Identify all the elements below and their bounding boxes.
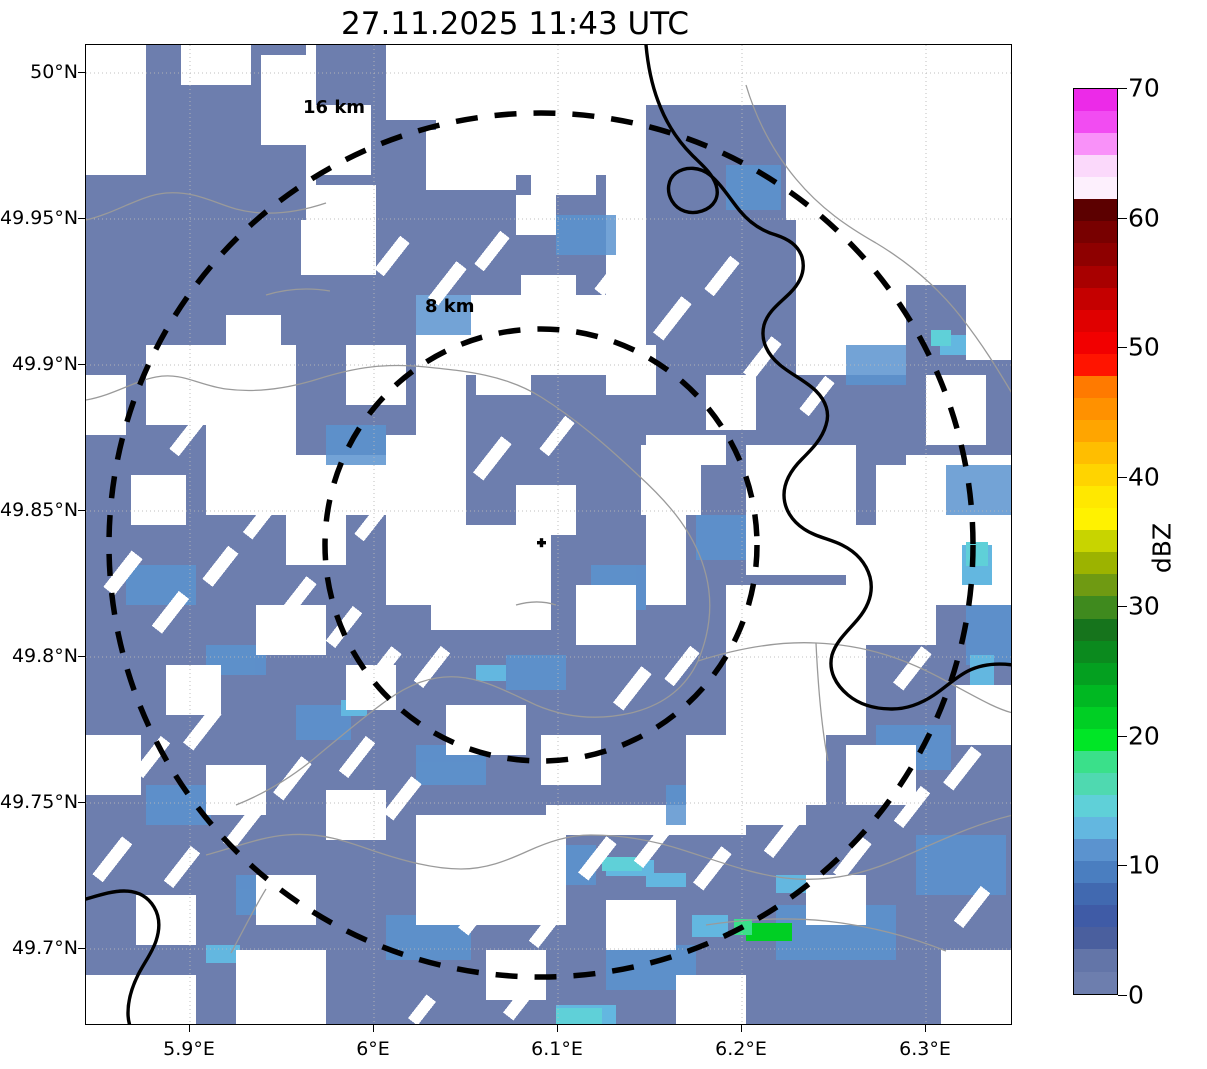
colorbar-band-9 [1074,287,1117,310]
colorbar-band-33 [1074,817,1117,840]
range-ring-label-8km: 8 km [425,296,475,317]
y-tickmark [78,948,85,950]
x-tick-59E: 5.9°E [163,1038,215,1060]
colorbar-tick-0: 0 [1128,980,1144,1010]
colorbar-band-36 [1074,883,1117,906]
colorbar-band-13 [1074,375,1117,398]
colorbar-band-32 [1074,795,1117,818]
x-tickmark [373,1025,375,1032]
colorbar-band-8 [1074,265,1117,288]
colorbar-band-30 [1074,750,1117,773]
colorbar-tick-20: 20 [1128,721,1160,751]
radar-map-axes[interactable] [85,44,1012,1025]
colorbar-tick-30: 30 [1128,591,1160,621]
colorbar-tickmark [1118,347,1127,349]
page-title: 27.11.2025 11:43 UTC [341,6,689,42]
x-tick-61E: 6.1°E [531,1038,583,1060]
colorbar-band-28 [1074,706,1117,729]
colorbar-tick-60: 60 [1128,203,1160,233]
river-overlay [86,84,1011,954]
x-tickmark [557,1025,559,1032]
colorbar-band-26 [1074,662,1117,685]
x-tickmark [925,1025,927,1032]
y-tickmark [78,218,85,220]
y-tickmark [78,656,85,658]
y-tick-4995N: 49.95°N [0,207,79,229]
colorbar-band-31 [1074,772,1117,795]
radar-site-marker [537,538,546,548]
range-rings [106,110,976,980]
country-border-overlay [86,45,1011,1024]
colorbar-band-7 [1074,243,1117,266]
colorbar-band-34 [1074,839,1117,862]
colorbar-band-0 [1074,89,1117,112]
colorbar-band-38 [1074,927,1117,950]
range-ring-label-16km: 16 km [303,97,366,118]
colorbar-band-1 [1074,111,1117,134]
reflectivity-cells [86,45,1011,1024]
range-ring-8km [322,326,760,764]
colorbar-band-29 [1074,728,1117,751]
colorbar-tickmark [1118,218,1127,220]
colorbar-band-35 [1074,861,1117,884]
colorbar-tickmark [1118,736,1127,738]
colorbar-band-16 [1074,442,1117,465]
y-tick-499N: 49.9°N [11,353,78,375]
y-tickmark [78,510,85,512]
colorbar-band-10 [1074,309,1117,332]
colorbar[interactable] [1073,88,1118,995]
y-tick-50N: 50°N [30,61,78,83]
y-tick-4975N: 49.75°N [0,791,79,813]
x-tick-62E: 6.2°E [715,1038,767,1060]
y-tick-4985N: 49.85°N [0,499,79,521]
x-tickmark [741,1025,743,1032]
colorbar-tickmark [1118,995,1127,997]
colorbar-band-23 [1074,596,1117,619]
radar-map-canvas [86,45,1011,1024]
colorbar-tick-40: 40 [1128,462,1160,492]
colorbar-band-24 [1074,618,1117,641]
colorbar-band-20 [1074,530,1117,553]
graticule-gridlines [86,45,1011,1024]
y-tick-498N: 49.8°N [11,645,78,667]
x-tick-6E: 6°E [356,1038,390,1060]
colorbar-band-17 [1074,464,1117,487]
colorbar-band-18 [1074,486,1117,509]
y-tickmark [78,364,85,366]
colorbar-band-22 [1074,574,1117,597]
colorbar-band-5 [1074,199,1117,222]
colorbar-axis-label: dBZ [1147,522,1177,574]
colorbar-band-11 [1074,331,1117,354]
colorbar-band-4 [1074,177,1117,200]
colorbar-tickmark [1118,606,1127,608]
colorbar-band-6 [1074,221,1117,244]
colorbar-band-14 [1074,397,1117,420]
colorbar-band-12 [1074,353,1117,376]
colorbar-band-2 [1074,133,1117,156]
y-tickmark [78,72,85,74]
colorbar-band-25 [1074,640,1117,663]
x-tickmark [189,1025,191,1032]
colorbar-band-21 [1074,552,1117,575]
y-tick-497N: 49.7°N [11,937,78,959]
colorbar-band-27 [1074,684,1117,707]
y-tickmark [78,802,85,804]
colorbar-tickmark [1118,88,1127,90]
colorbar-tick-70: 70 [1128,73,1160,103]
x-tick-63E: 6.3°E [899,1038,951,1060]
colorbar-band-19 [1074,508,1117,531]
colorbar-tick-50: 50 [1128,332,1160,362]
range-ring-16km [106,110,976,980]
colorbar-band-39 [1074,949,1117,972]
colorbar-tick-10: 10 [1128,850,1160,880]
colorbar-tickmark [1118,477,1127,479]
colorbar-tickmark [1118,865,1127,867]
colorbar-band-40 [1074,971,1117,994]
colorbar-band-15 [1074,419,1117,442]
colorbar-band-3 [1074,155,1117,178]
colorbar-band-37 [1074,905,1117,928]
